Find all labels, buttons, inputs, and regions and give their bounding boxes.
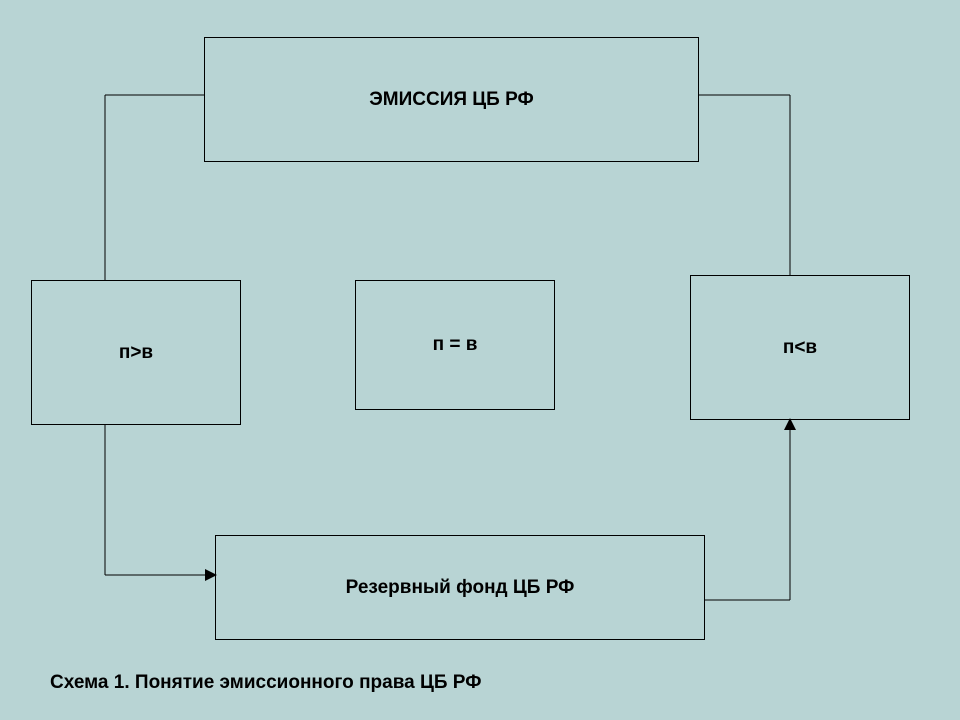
node-center: п = в [355,280,555,410]
node-center-label: п = в [433,334,478,356]
node-right-label: п<в [783,337,817,359]
diagram-caption: Схема 1. Понятие эмиссионного права ЦБ Р… [50,672,481,694]
node-left: п>в [31,280,241,425]
node-bottom-label: Резервный фонд ЦБ РФ [346,577,575,599]
node-right: п<в [690,275,910,420]
caption-text: Схема 1. Понятие эмиссионного права ЦБ Р… [50,672,481,693]
node-top: ЭМИССИЯ ЦБ РФ [204,37,699,162]
node-top-label: ЭМИССИЯ ЦБ РФ [369,89,534,111]
node-bottom: Резервный фонд ЦБ РФ [215,535,705,640]
node-left-label: п>в [119,342,153,364]
